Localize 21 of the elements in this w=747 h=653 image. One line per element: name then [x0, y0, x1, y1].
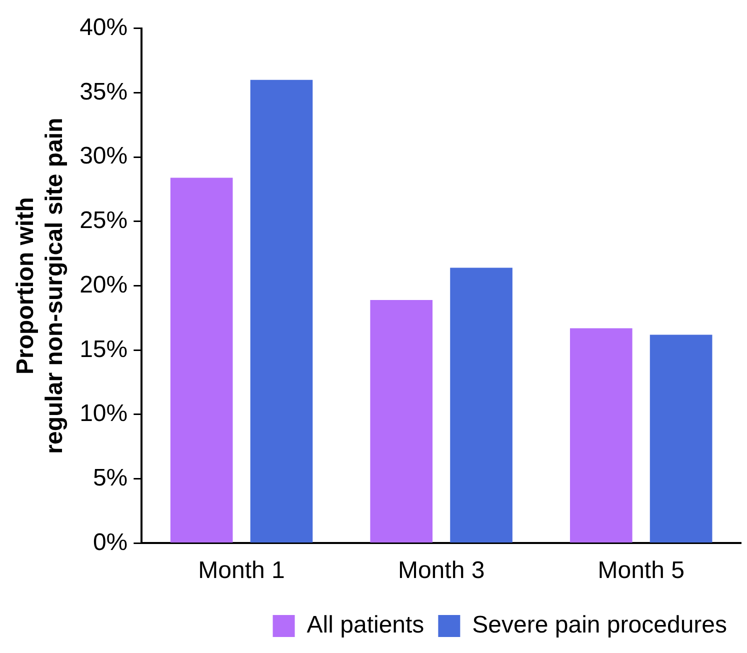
bar [370, 300, 433, 542]
bar [650, 334, 712, 542]
x-tick-label: Month 5 [598, 557, 684, 584]
y-tick-label: 35% [80, 78, 128, 106]
bar [570, 328, 632, 542]
y-tick-label: 20% [80, 271, 128, 298]
y-tick-label: 0% [92, 528, 128, 556]
y-tick-label: 5% [92, 464, 128, 492]
y-tick-label: 10% [80, 400, 128, 428]
y-axis-title: Proportion with regular non-surgical site pain [12, 118, 68, 454]
y-tick-label: 15% [80, 336, 128, 363]
bar [250, 80, 313, 542]
y-tick-label: 40% [80, 14, 128, 42]
x-tick-label: Month 3 [398, 557, 485, 584]
legend-label: Severe pain procedures [472, 612, 728, 639]
y-tick-label: 30% [80, 142, 128, 170]
bar [170, 178, 233, 542]
bar [450, 268, 512, 542]
legend-label: All patients [306, 612, 424, 639]
y-tick-label: 25% [80, 207, 128, 234]
x-tick-label: Month 1 [198, 557, 285, 584]
